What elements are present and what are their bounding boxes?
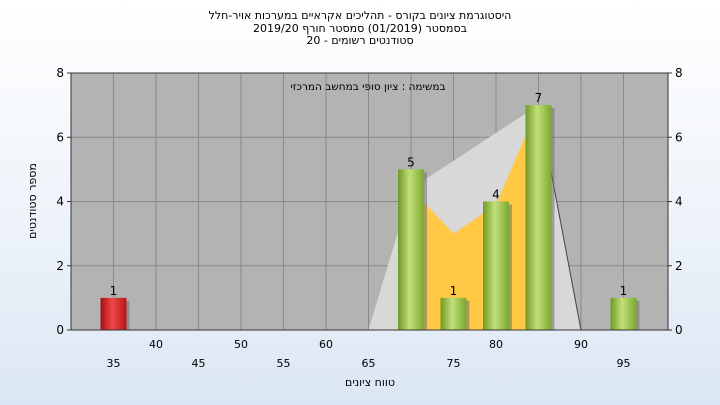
y-tick-label-right: 8	[675, 66, 683, 80]
bar-value-label: 1	[620, 284, 628, 298]
x-tick-label: 60	[319, 338, 333, 351]
bar-value-label: 5	[407, 155, 415, 169]
y-tick-label: 6	[56, 130, 64, 144]
bar	[100, 297, 127, 330]
bar-value-label: 4	[492, 188, 500, 202]
y-tick-label-right: 0	[675, 323, 683, 337]
x-tick-label: 40	[149, 338, 163, 351]
bar-value-label: 1	[110, 284, 118, 298]
x-tick-label: 35	[107, 357, 121, 370]
chart-annotation: במשימה : ציון סופי במחשב המרכזי	[290, 81, 445, 93]
x-axis-label: טווח ציונים	[345, 376, 395, 389]
bar	[610, 297, 637, 330]
chart-subtitle-line: סטודנטים רשומים - 20	[306, 34, 414, 47]
x-tick-label: 65	[362, 357, 376, 370]
bar	[398, 169, 424, 330]
y-tick-label-right: 6	[675, 130, 683, 144]
x-tick-label: 90	[574, 338, 588, 351]
chart-title-line: היסטוגרמת ציונים בקורס - תהליכים אקראיים…	[208, 9, 512, 22]
x-tick-label: 50	[234, 338, 248, 351]
y-tick-label-right: 4	[675, 195, 683, 209]
chart-subtitle-line: בסמסטר (01/2019) סמסטר חורף 2019/20	[253, 21, 467, 35]
x-tick-label: 80	[489, 338, 503, 351]
bar	[525, 105, 552, 330]
bar	[440, 297, 467, 330]
bar-value-label: 1	[450, 284, 458, 298]
y-axis-label: מספר סטודנטים	[26, 163, 39, 239]
y-tick-label: 4	[56, 195, 64, 209]
bar-value-label: 7	[535, 91, 543, 105]
y-tick-label: 0	[56, 323, 64, 337]
chart-title: היסטוגרמת ציונים בקורס - תהליכים אקראיים…	[0, 9, 720, 48]
bar	[483, 201, 509, 330]
x-tick-label: 75	[447, 357, 461, 370]
y-tick-label: 8	[56, 66, 64, 80]
x-tick-label: 55	[277, 357, 291, 370]
x-tick-label: 45	[192, 357, 206, 370]
y-tick-label: 2	[56, 259, 64, 273]
y-tick-label-right: 2	[675, 259, 683, 273]
x-tick-label: 95	[617, 357, 631, 370]
